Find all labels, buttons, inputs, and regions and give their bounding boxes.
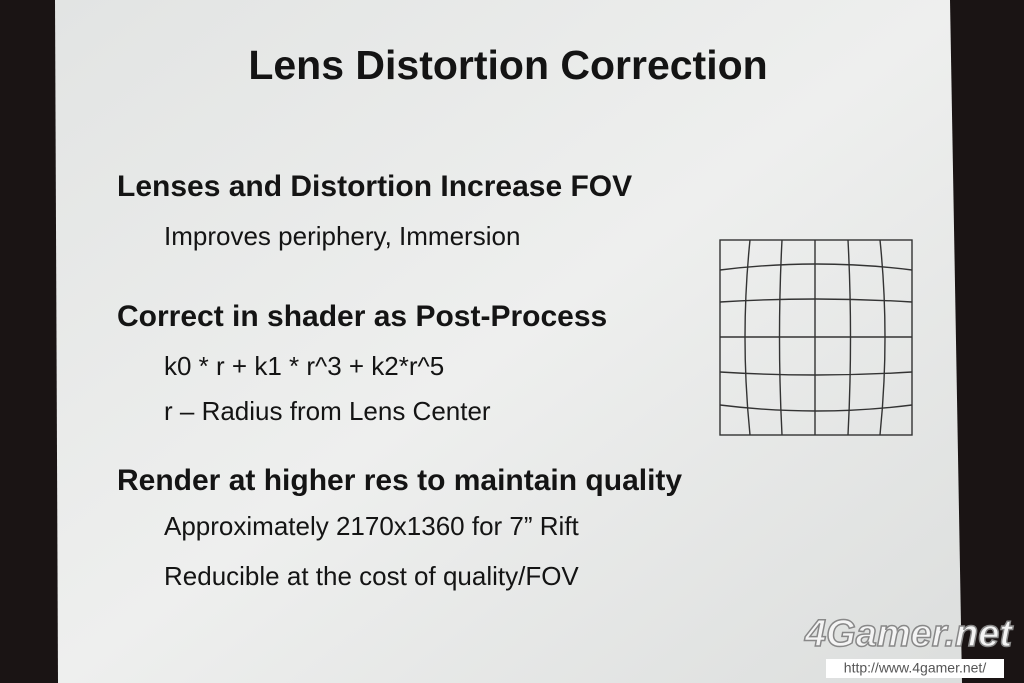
grid-line: [719, 404, 913, 412]
slide: [55, 0, 962, 683]
watermark-url: http://www.4gamer.net/: [844, 660, 987, 676]
section-item: Approximately 2170x1360 for 7” Rift: [164, 511, 580, 541]
slide-body: Lenses and Distortion Increase FOV Improv…: [117, 170, 682, 591]
section-item: r – Radius from Lens Center: [164, 396, 491, 426]
section-heading: Render at higher res to maintain quality: [117, 464, 682, 497]
section-heading: Correct in shader as Post-Process: [117, 300, 607, 333]
section-item: k0 * r + k1 * r^3 + k2*r^5: [164, 351, 444, 381]
section-heading: Lenses and Distortion Increase FOV: [117, 170, 632, 203]
grid-line: [719, 371, 913, 376]
distortion-grid: [719, 239, 913, 436]
watermark-logo: 4Gamer.net: [804, 613, 1013, 655]
watermark-url-box: [826, 659, 1004, 678]
grid-line: [719, 298, 913, 303]
slide-title: Lens Distortion Correction: [248, 42, 767, 88]
grid-line: [719, 263, 913, 271]
section-item: Improves periphery, Immersion: [164, 221, 520, 251]
section-item: Reducible at the cost of quality/FOV: [164, 561, 579, 591]
